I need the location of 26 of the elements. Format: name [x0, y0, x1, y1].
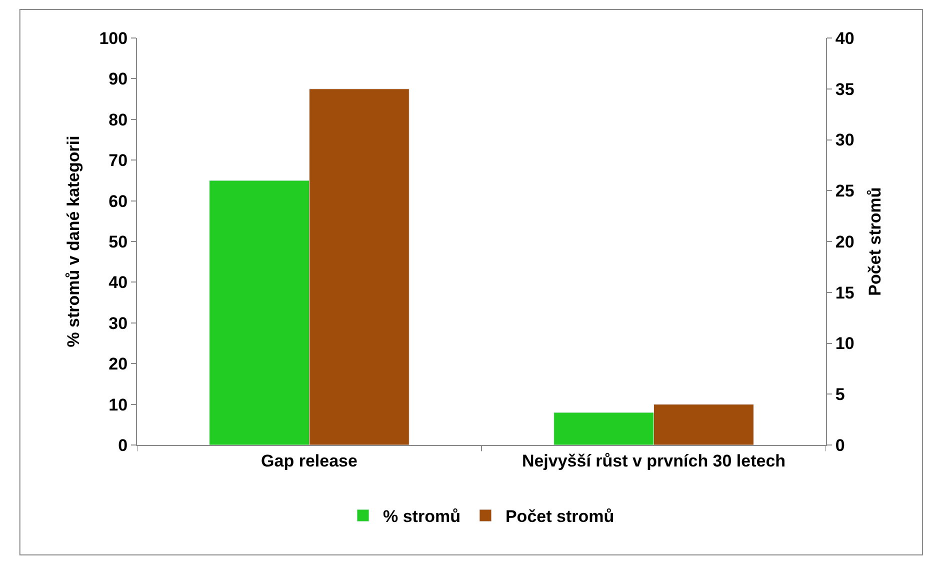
y2-tick-label: 10 [835, 334, 854, 354]
y-tick-label: 90 [108, 70, 128, 89]
y-tick-label: 60 [108, 192, 128, 211]
y2-tick-label: 40 [835, 28, 854, 48]
y-tick-label: 0 [118, 436, 128, 455]
y2-tick-label: 30 [835, 130, 854, 150]
y-tick-label: 20 [108, 354, 128, 374]
y-tick-label: 80 [108, 110, 128, 130]
x-tick-label: Nejvyšší růst v prvních 30 letech [522, 451, 786, 470]
legend-label: % stromů [383, 507, 460, 526]
y2-tick-label: 35 [835, 80, 854, 99]
y2-tick-label: 15 [835, 283, 854, 302]
y2-tick-label: 0 [835, 436, 845, 455]
y-tick-label: 10 [108, 395, 128, 414]
y-tick-label: 100 [99, 28, 128, 48]
y-tick-label: 30 [108, 314, 128, 333]
y2-tick-label: 20 [835, 232, 854, 252]
y2-axis-title: Počet stromů [866, 187, 885, 296]
y2-tick-label: 5 [835, 385, 845, 404]
y-tick-label: 70 [108, 151, 128, 170]
y-tick-label: 50 [108, 232, 128, 252]
y-tick-label: 40 [108, 273, 128, 292]
legend-label: Počet stromů [505, 507, 614, 526]
y2-tick-label: 25 [835, 182, 854, 201]
y-axis-title: % stromů v dané kategorii [64, 136, 83, 348]
x-tick-label: Gap release [261, 451, 358, 470]
